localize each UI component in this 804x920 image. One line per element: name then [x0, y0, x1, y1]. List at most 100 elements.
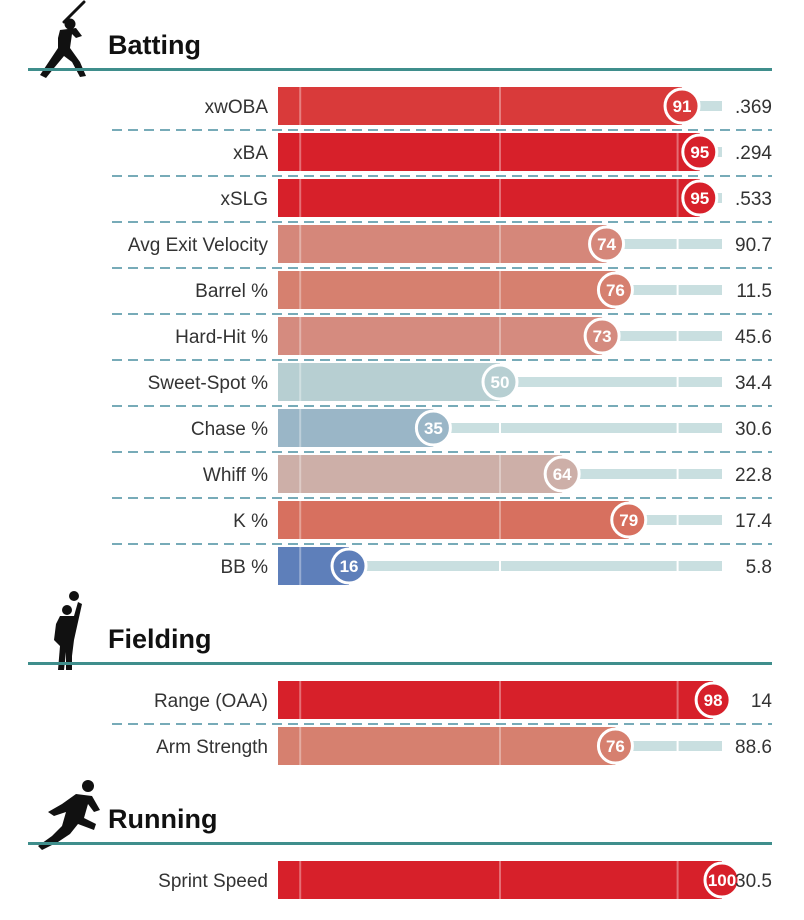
track-tick — [676, 285, 679, 295]
percentile-track — [433, 423, 722, 433]
bar-gridline — [676, 861, 679, 899]
bat-shape — [62, 0, 86, 24]
percentile-bar — [278, 501, 629, 539]
bar-gridline — [499, 455, 501, 493]
track-tick — [676, 331, 679, 341]
metric-value: 30.6 — [735, 419, 772, 440]
metric-label: K % — [233, 511, 268, 532]
metric-row: 64 Whiff % 22.8 — [112, 455, 772, 499]
percentile-marker — [330, 547, 368, 585]
metric-value: 17.4 — [735, 511, 772, 532]
metric-value: .533 — [735, 189, 772, 210]
metric-row: 76 Arm Strength 88.6 — [156, 727, 772, 765]
percentile-label: 95 — [690, 143, 709, 162]
metric-label: Arm Strength — [156, 737, 268, 758]
percentile-bar — [278, 455, 563, 493]
bar-gridline — [299, 179, 302, 217]
metric-value: 14 — [751, 691, 773, 712]
metric-value: 22.8 — [735, 465, 772, 486]
metric-label: Chase % — [191, 419, 268, 440]
section-title: Running — [108, 804, 217, 834]
metric-row: 35 Chase % 30.6 — [112, 409, 772, 453]
percentile-track — [349, 561, 722, 571]
percentile-bar — [278, 363, 500, 401]
bar-gridline — [299, 87, 302, 125]
section-running: Running 100 Sprint Speed 30.5 — [28, 780, 772, 899]
metric-value: .294 — [735, 143, 772, 164]
metric-value: .369 — [735, 97, 772, 118]
bar-gridline — [299, 363, 302, 401]
percentile-label: 76 — [606, 281, 625, 300]
metric-label: Avg Exit Velocity — [128, 235, 269, 256]
metric-value: 45.6 — [735, 327, 772, 348]
percentile-label: 35 — [424, 419, 443, 438]
batter-icon — [40, 0, 86, 78]
bar-gridline — [299, 727, 302, 765]
section-title: Fielding — [108, 624, 212, 654]
metric-value: 88.6 — [735, 737, 772, 758]
percentile-bar — [278, 409, 434, 447]
metric-label: xwOBA — [205, 97, 269, 118]
metric-label: Sweet-Spot % — [148, 373, 268, 394]
percentile-marker — [663, 87, 701, 125]
bar-gridline — [499, 225, 501, 263]
percentile-bar — [278, 179, 700, 217]
body-shape — [38, 794, 100, 850]
percentile-label: 74 — [597, 235, 616, 254]
metric-row: 76 Barrel % 11.5 — [112, 271, 772, 315]
percentile-marker — [481, 363, 519, 401]
metric-row: 74 Avg Exit Velocity 90.7 — [112, 225, 772, 269]
track-tick — [676, 741, 679, 751]
track-tick — [499, 561, 501, 571]
bar-gridline — [499, 681, 501, 719]
bar-gridline — [299, 271, 302, 309]
metric-label: Range (OAA) — [154, 691, 268, 712]
section-fielding: Fielding 98 Range (OAA) 14 76 Arm Strength 88.… — [28, 591, 772, 765]
fielder-icon — [54, 591, 82, 670]
bar-gridline — [299, 225, 302, 263]
percentile-bar — [278, 225, 607, 263]
percentile-bar — [278, 87, 683, 125]
bar-gridline — [299, 861, 302, 899]
percentile-label: 16 — [340, 557, 359, 576]
percentile-track — [562, 469, 722, 479]
percentile-bar — [278, 727, 616, 765]
head-shape — [62, 605, 72, 615]
bar-gridline — [499, 317, 501, 355]
percentile-bar — [278, 317, 603, 355]
metric-value: 34.4 — [735, 373, 772, 394]
head-shape — [64, 18, 76, 30]
percentile-label: 98 — [704, 691, 723, 710]
track-tick — [499, 423, 501, 433]
body-shape — [40, 28, 86, 78]
percentile-bar — [278, 681, 714, 719]
percentile-marker — [588, 225, 626, 263]
percentile-label: 79 — [619, 511, 638, 530]
bar-gridline — [299, 133, 302, 171]
metric-label: Hard-Hit % — [175, 327, 268, 348]
metric-label: xBA — [233, 143, 268, 164]
metric-value: 30.5 — [735, 871, 772, 892]
section-title: Batting — [108, 30, 201, 60]
bar-gridline — [299, 501, 302, 539]
bar-gridline — [499, 179, 501, 217]
percentile-bar — [278, 133, 700, 171]
metric-label: Barrel % — [195, 281, 268, 302]
percentile-track — [615, 741, 722, 751]
bar-gridline — [299, 455, 302, 493]
percentile-marker — [681, 133, 719, 171]
percentile-bar — [278, 861, 722, 899]
bar-gridline — [499, 501, 501, 539]
metric-value: 5.8 — [746, 557, 772, 578]
glove-shape — [69, 591, 79, 601]
section-batting: Batting 91 xwOBA .369 95 xBA .294 95 xSLG .533 74 A… — [28, 0, 772, 585]
metric-row: 91 xwOBA .369 — [112, 87, 772, 131]
metric-row: 16 BB % 5.8 — [220, 547, 772, 585]
track-tick — [676, 469, 679, 479]
section-rule — [28, 842, 772, 845]
metric-row: 73 Hard-Hit % 45.6 — [112, 317, 772, 361]
bar-gridline — [499, 87, 501, 125]
bar-gridline — [299, 547, 302, 585]
metric-row: 50 Sweet-Spot % 34.4 — [112, 363, 772, 407]
section-rule — [28, 662, 772, 665]
